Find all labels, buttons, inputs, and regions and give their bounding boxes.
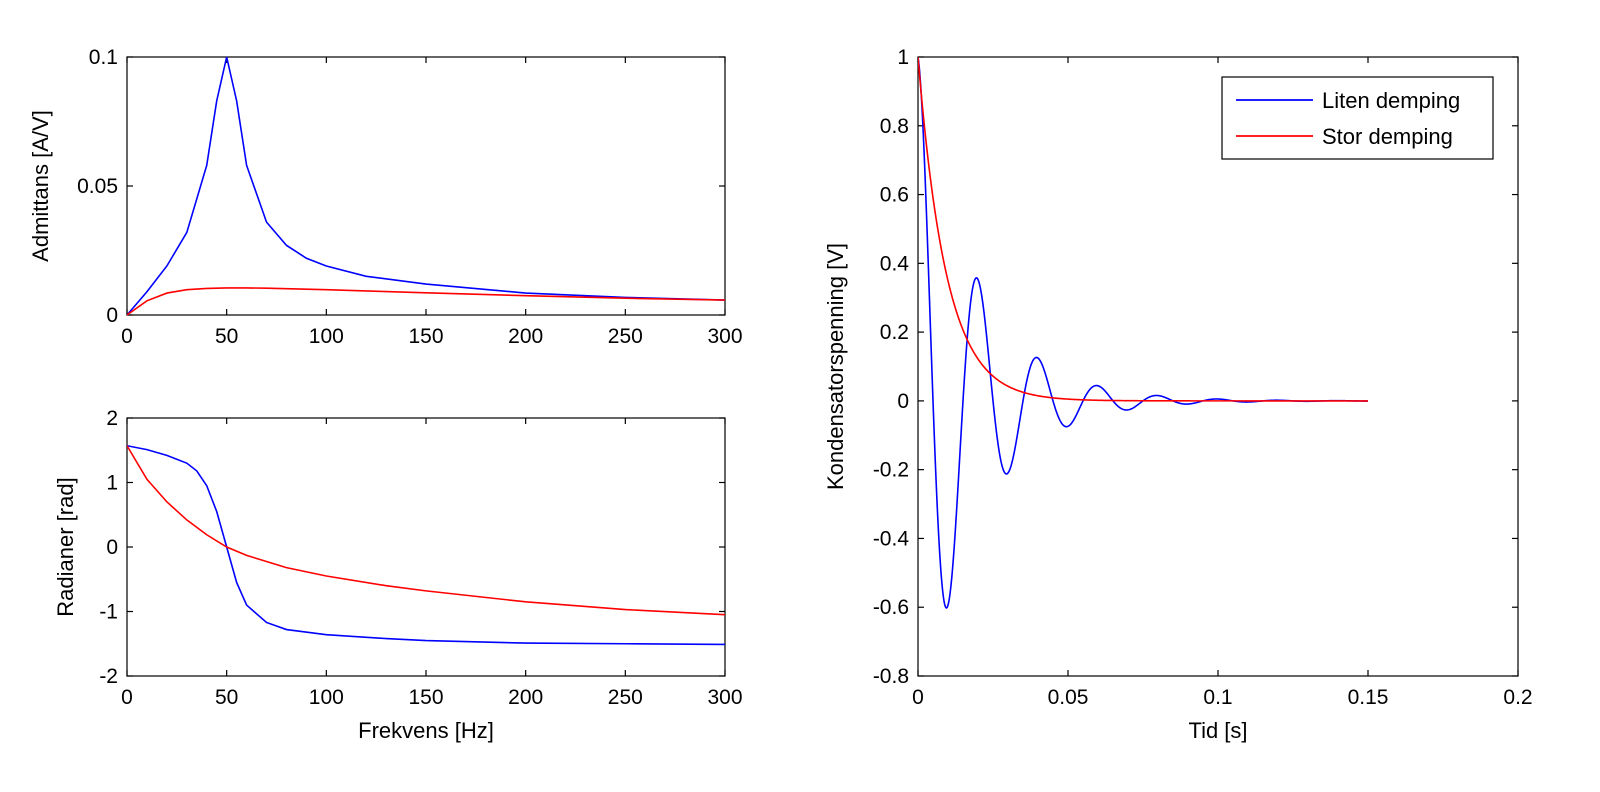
step-ytick-label: 0 [897,390,909,413]
step-series-stor-demping-line [918,56,1368,402]
admittance-axes-box [126,56,726,316]
phase-series-stor-demping-line [127,445,725,616]
phase-ylabel: Radianer [rad] [53,477,78,616]
legend-box [1221,76,1494,160]
step-ytick-label: 1 [897,46,909,69]
admittance-xtick-label: 0 [121,325,133,348]
admittance-xtick-label: 150 [408,325,443,348]
step-xtick-label: 0 [912,686,924,709]
admittance-xtick-label: 50 [215,325,238,348]
legend-label-liten-demping: Liten demping [1322,88,1460,113]
step-ytick-label: -0.2 [873,459,909,482]
step-ytick-label: 0.8 [880,115,909,138]
step-xtick-label: 0.2 [1503,686,1532,709]
step-xtick-label: 0.1 [1203,686,1232,709]
step-xlabel: Tid [s] [1188,718,1247,743]
step-ytick-label: 0.4 [880,252,910,275]
step-ytick-label: -0.6 [873,596,909,619]
admittance-ylabel: Admittans [A/V] [28,110,53,262]
step-ytick-label: 0.2 [880,321,909,344]
phase-axes-box [126,417,726,677]
admittance-plot: 0 50 100 150 200 250 300 0 0.05 0.1 Admittans [A/V… [28,46,743,348]
step-xtick-label: 0.05 [1048,686,1089,709]
phase-ytick-label: -2 [99,665,118,688]
phase-xtick-label: 200 [508,686,543,709]
admittance-xtick-label: 100 [309,325,344,348]
admittance-xtick-label: 250 [608,325,643,348]
phase-plot: 0 50 100 150 200 250 300 -2 -1 0 1 2 Frekvens [Hz] Ra… [53,407,743,743]
phase-ytick-label: 0 [106,536,118,559]
phase-ytick-label: 1 [106,472,118,495]
step-ytick-label: -0.4 [873,527,910,550]
phase-xtick-label: 50 [215,686,238,709]
admittance-series-liten-demping-line [127,56,725,316]
admittance-ytick-label: 0 [106,304,118,327]
step-axes-box [917,56,1519,677]
phase-xtick-label: 250 [608,686,643,709]
phase-xtick-label: 300 [707,686,742,709]
legend-label-stor-demping: Stor demping [1322,124,1453,149]
step-response-plot: 0 0.05 0.1 0.15 0.2 -0.8 -0.6 -0.4 -0.2 0 0.2 0.4 0.… [823,46,1533,743]
admittance-series-stor-demping-line [127,287,725,316]
phase-ytick-label: 2 [106,407,118,430]
step-xtick-label: 0.15 [1348,686,1389,709]
admittance-ytick-label: 0.05 [77,175,118,198]
admittance-xtick-label: 300 [707,325,742,348]
admittance-ytick-label: 0.1 [89,46,118,69]
step-ylabel: Kondensatorspenning [V] [823,243,848,490]
step-ytick-label: 0.6 [880,184,909,207]
phase-xlabel: Frekvens [Hz] [358,718,494,743]
phase-xtick-label: 0 [121,686,133,709]
admittance-xtick-label: 200 [508,325,543,348]
phase-xtick-label: 100 [309,686,344,709]
legend: Liten demping Stor demping [1221,76,1494,160]
phase-xtick-label: 150 [408,686,443,709]
step-ytick-label: -0.8 [873,665,909,688]
phase-ytick-label: -1 [99,601,118,624]
phase-series-liten-demping-line [127,444,725,646]
